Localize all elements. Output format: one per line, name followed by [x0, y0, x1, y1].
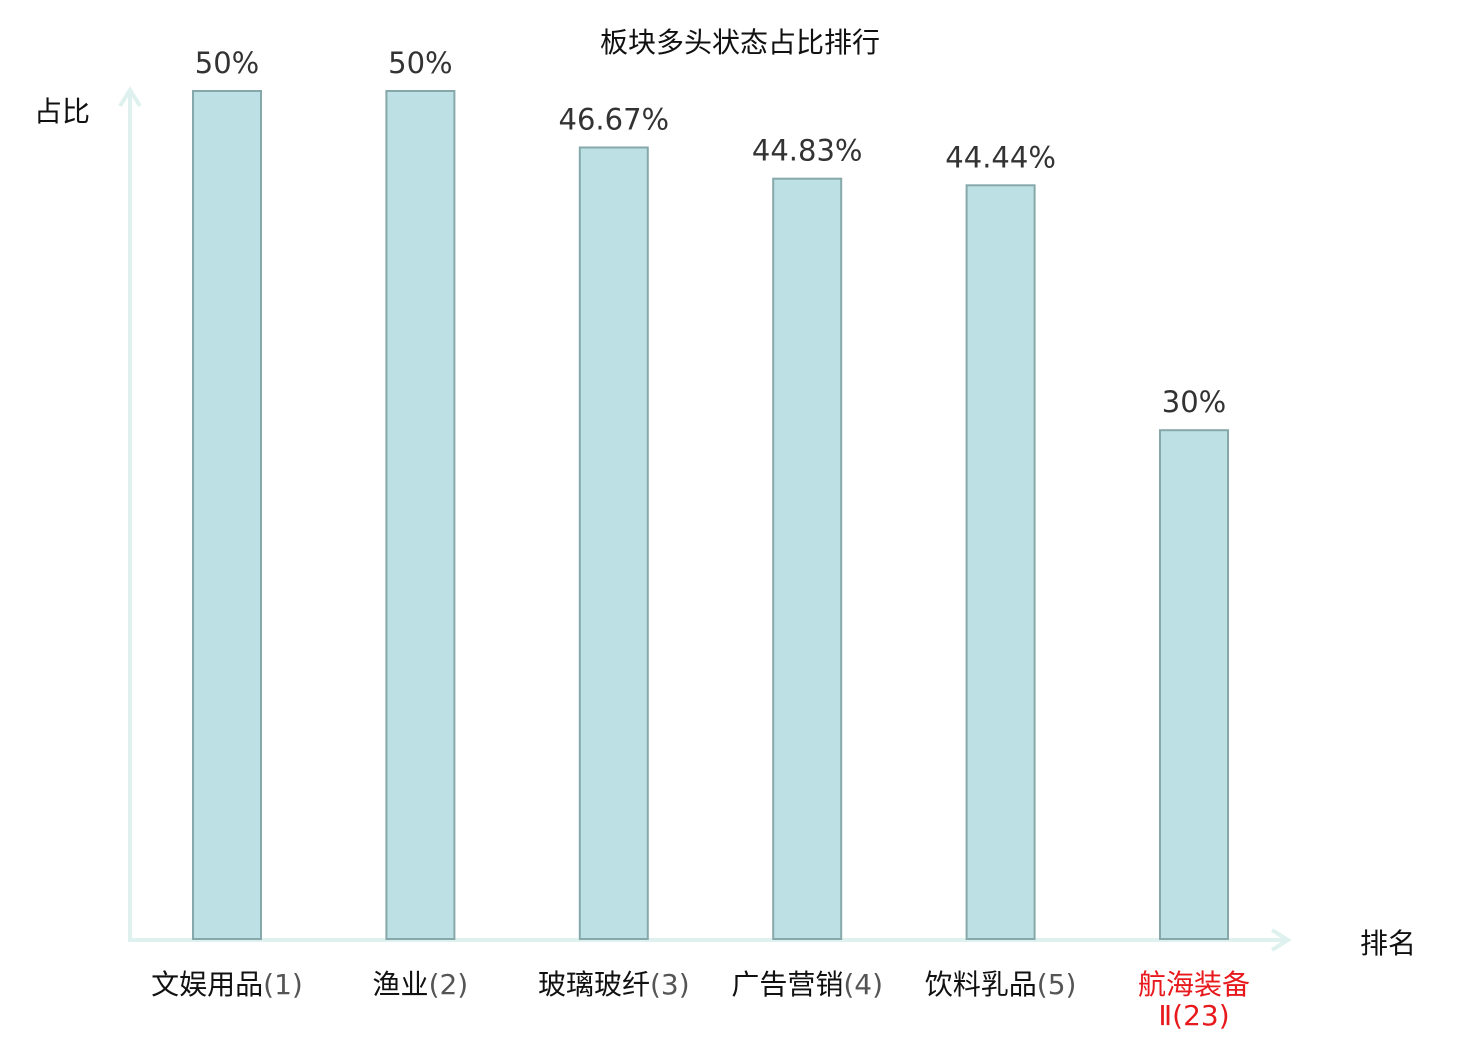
category-labels-group: 文娱用品(1) 渔业(2) 玻璃玻纤(3) 广告营销(4) 饮料乳品(5) 航海装备Ⅱ(2… [151, 968, 1250, 1032]
category-label: 广告营销(4) [731, 968, 883, 1001]
bar [772, 177, 843, 940]
bar-value-label: 50% [195, 46, 259, 80]
bar-value-label: 50% [388, 46, 452, 80]
category-label: 文娱用品(1) [151, 968, 303, 1001]
bar-value-label: 30% [1162, 385, 1226, 419]
bars-group [192, 90, 1229, 940]
bar-value-label: 44.83% [752, 134, 863, 168]
x-axis-label: 排名 [1360, 927, 1416, 960]
category-label: 饮料乳品(5) [925, 968, 1077, 1001]
y-axis-label: 占比 [34, 95, 90, 128]
bar-value-label: 44.44% [945, 140, 1056, 174]
bar-value-label: 46.67% [559, 102, 670, 136]
bar [578, 146, 649, 940]
bar [192, 90, 262, 940]
x-axis-arrow [1270, 928, 1292, 952]
bar [385, 90, 456, 940]
category-label: 渔业(2) [373, 968, 469, 1001]
chart-title: 板块多头状态占比排行 [600, 26, 880, 59]
category-rank: Ⅱ(23) [1158, 999, 1229, 1032]
bar [1159, 429, 1229, 940]
axes [118, 86, 1292, 952]
category-label: 航海装备 [1138, 968, 1250, 1001]
value-labels-group: 50% 50% 46.67% 44.83% 44.44% 30% [195, 46, 1226, 419]
y-axis-arrow [118, 86, 142, 108]
bar [965, 184, 1036, 940]
category-label: 玻璃玻纤(3) [538, 968, 690, 1001]
